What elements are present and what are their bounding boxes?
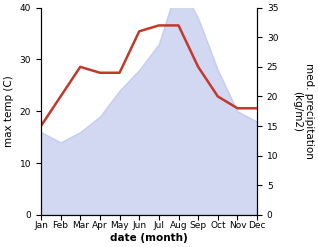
Y-axis label: med. precipitation
(kg/m2): med. precipitation (kg/m2)	[292, 63, 314, 159]
X-axis label: date (month): date (month)	[110, 233, 188, 243]
Y-axis label: max temp (C): max temp (C)	[4, 75, 14, 147]
